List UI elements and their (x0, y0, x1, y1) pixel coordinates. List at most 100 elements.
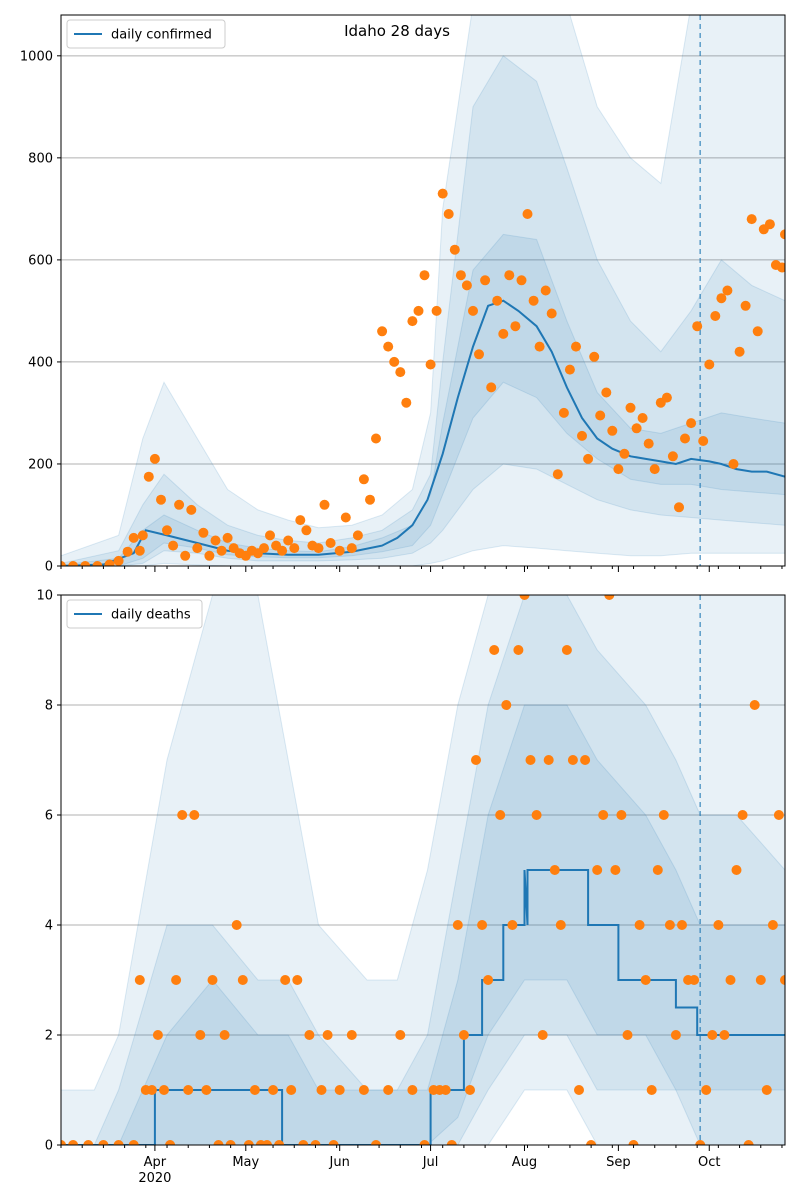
data-point (543, 755, 554, 765)
data-point (680, 433, 690, 444)
data-point (216, 545, 227, 556)
data-point (319, 499, 330, 510)
data-point (571, 341, 581, 352)
data-point (513, 645, 524, 655)
data-point (113, 1140, 124, 1145)
data-point (501, 700, 512, 710)
x-tick-sublabel: 2020 (138, 1171, 171, 1186)
y-tick-label: 200 (28, 457, 53, 472)
data-point (286, 1085, 297, 1095)
data-point (458, 1030, 469, 1040)
x-tick-label: Aug (512, 1155, 537, 1170)
data-point (262, 1140, 272, 1145)
data-point (198, 527, 209, 538)
data-point (340, 512, 351, 523)
data-point (743, 1140, 754, 1145)
data-point (649, 464, 660, 475)
y-tick-label: 4 (45, 919, 53, 934)
data-point (156, 494, 166, 505)
confirmed-x-ticks (60, 566, 783, 572)
data-point (661, 392, 672, 403)
data-point (580, 755, 591, 765)
data-point (492, 295, 503, 306)
data-point (201, 1085, 212, 1095)
data-point (595, 410, 606, 421)
data-point (310, 1140, 321, 1145)
data-point (134, 975, 145, 985)
data-point (137, 530, 148, 541)
data-point (622, 1030, 633, 1040)
data-point (301, 525, 312, 536)
confirmed-legend-label: daily confirmed (111, 28, 212, 43)
data-point (686, 418, 697, 429)
data-point (722, 285, 733, 296)
data-point (670, 1030, 681, 1040)
confirmed-y-ticks: 0 200 400 600 800 1000 (20, 49, 61, 575)
data-point (471, 755, 481, 765)
data-point (249, 1085, 260, 1095)
deaths-legend-label: daily deaths (111, 608, 191, 623)
data-point (613, 464, 624, 475)
data-point (298, 1140, 309, 1145)
data-point (358, 1085, 369, 1095)
data-point (510, 321, 521, 332)
data-point (780, 975, 785, 985)
data-point (546, 308, 557, 319)
data-point (174, 499, 185, 510)
data-point (68, 561, 79, 566)
data-point (601, 387, 612, 398)
data-point (295, 515, 306, 526)
data-point (377, 326, 388, 337)
data-point (592, 865, 603, 875)
data-point (243, 1140, 254, 1145)
data-point (80, 561, 91, 566)
data-point (322, 1030, 333, 1040)
data-point (474, 349, 484, 360)
data-point (389, 356, 400, 367)
data-point (628, 1140, 639, 1145)
y-tick-label: 0 (45, 1139, 53, 1154)
data-point (383, 341, 394, 352)
data-point (352, 530, 363, 541)
data-point (652, 865, 663, 875)
data-point (446, 1140, 457, 1145)
data-point (437, 188, 448, 199)
data-point (325, 538, 336, 548)
data-point (328, 1140, 339, 1145)
deaths-legend: daily deaths (66, 599, 203, 629)
data-point (764, 219, 775, 230)
data-point (334, 1085, 345, 1095)
confirmed-scatter-points (61, 188, 785, 566)
data-point (549, 865, 560, 875)
data-point (449, 244, 460, 255)
data-point (604, 595, 615, 600)
data-point (777, 262, 785, 273)
data-point (92, 561, 103, 566)
data-point (734, 346, 745, 357)
data-point (183, 1085, 194, 1095)
deaths-legend-box (66, 599, 203, 629)
data-point (104, 559, 115, 566)
data-point (219, 1030, 230, 1040)
data-point (740, 300, 751, 311)
data-point (283, 535, 294, 546)
data-point (371, 1140, 381, 1145)
data-point (237, 975, 248, 985)
data-point (567, 755, 578, 765)
confirmed-uncertainty-bands (61, 15, 785, 566)
confirmed-legend-box (66, 19, 226, 49)
x-tick-label: Sep (606, 1155, 631, 1170)
data-point (346, 1030, 357, 1040)
data-point (146, 1085, 157, 1095)
data-point (207, 975, 218, 985)
data-point (407, 316, 418, 327)
deaths-uncertainty-bands (61, 595, 785, 1145)
data-point (637, 413, 648, 423)
data-point (707, 1030, 718, 1040)
data-point (171, 975, 182, 985)
data-point (695, 1140, 706, 1145)
data-point (552, 469, 563, 480)
data-point (461, 280, 472, 291)
data-point (746, 214, 757, 225)
